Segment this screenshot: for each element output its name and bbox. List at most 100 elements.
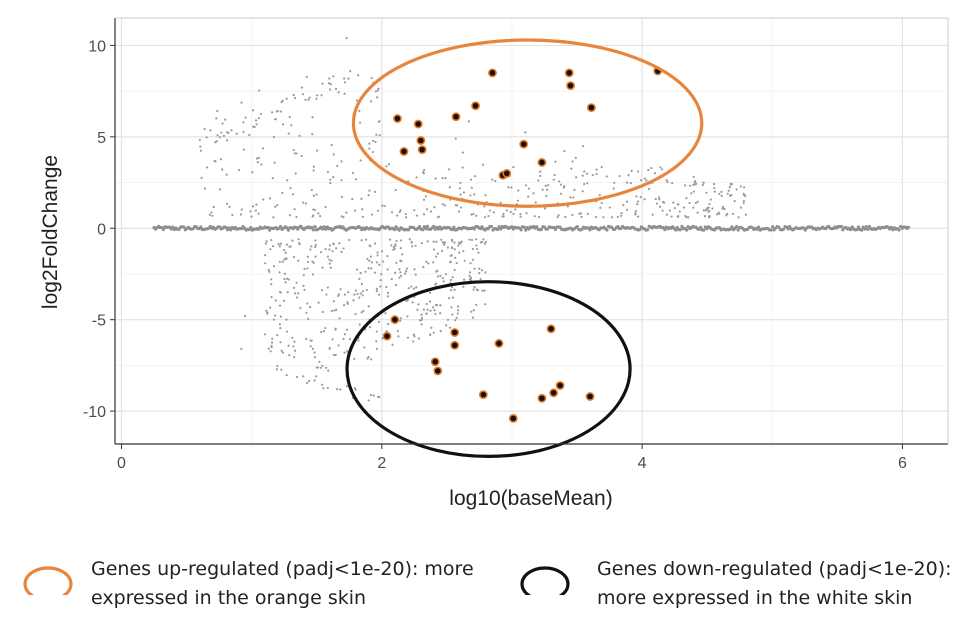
background-point	[352, 171, 355, 175]
zero-band-point	[539, 227, 543, 231]
background-point	[666, 180, 669, 184]
background-point	[370, 358, 373, 361]
background-point	[415, 286, 418, 289]
background-point	[314, 255, 317, 258]
background-point	[525, 212, 528, 215]
background-point	[581, 174, 584, 177]
background-point	[480, 269, 484, 272]
background-point	[399, 274, 403, 277]
background-point	[459, 242, 462, 245]
background-point	[460, 206, 463, 209]
up-regulated-point	[471, 101, 480, 111]
background-point	[492, 211, 495, 214]
background-point	[309, 345, 312, 348]
background-point	[311, 215, 314, 218]
background-point	[211, 214, 214, 217]
zero-band-point	[770, 225, 775, 229]
background-point	[306, 260, 310, 264]
background-point	[449, 260, 452, 263]
background-point	[474, 175, 477, 178]
background-point	[702, 209, 705, 212]
background-point	[219, 158, 222, 161]
plot-panel	[115, 18, 948, 444]
down-regulated-point	[478, 390, 488, 400]
background-point	[216, 134, 219, 137]
background-point	[448, 168, 451, 171]
background-point	[412, 287, 416, 290]
background-point	[209, 129, 212, 132]
background-point	[742, 186, 746, 189]
background-point	[404, 216, 408, 219]
background-point	[461, 166, 464, 169]
down-regulated-point	[549, 388, 559, 398]
background-point	[483, 289, 486, 292]
background-point	[271, 337, 274, 340]
legend-up-line2: expressed in the orange skin	[91, 587, 367, 609]
zero-band-point	[864, 225, 868, 229]
background-point	[306, 302, 309, 305]
background-point	[375, 290, 379, 293]
background-point	[708, 215, 711, 218]
background-point	[705, 191, 708, 194]
background-point	[414, 273, 417, 276]
background-point	[279, 242, 283, 245]
background-point	[321, 82, 324, 85]
down-regulated-point	[390, 315, 400, 325]
zero-band-point	[278, 224, 283, 229]
background-point	[311, 116, 314, 119]
up-regulated-point	[488, 68, 497, 78]
background-point	[284, 251, 287, 255]
background-point	[579, 212, 583, 215]
background-point	[216, 109, 219, 113]
background-point	[422, 172, 425, 175]
background-point	[270, 283, 273, 286]
down-regulated-point	[555, 381, 565, 390]
background-point	[373, 271, 376, 274]
background-point	[433, 309, 436, 312]
background-point	[468, 278, 471, 281]
background-point	[435, 240, 438, 243]
background-point	[376, 96, 379, 99]
background-point	[394, 188, 397, 192]
zero-band-point	[497, 225, 501, 229]
background-point	[212, 205, 215, 209]
background-point	[285, 330, 289, 333]
background-point	[399, 317, 402, 320]
background-point	[358, 109, 361, 113]
background-point	[436, 216, 440, 219]
down-regulated-point	[382, 331, 392, 341]
zero-band-point	[432, 224, 436, 229]
background-point	[481, 163, 485, 166]
background-point	[312, 208, 315, 211]
background-point	[294, 292, 297, 295]
background-point	[343, 81, 347, 84]
background-point	[354, 388, 357, 391]
background-point	[398, 276, 401, 279]
up-regulated-point	[399, 147, 409, 156]
background-point	[367, 355, 370, 359]
down-regulated-point	[450, 340, 460, 350]
up-regulated-point	[413, 119, 423, 129]
background-point	[259, 112, 262, 116]
background-point	[433, 248, 436, 251]
background-point	[446, 318, 450, 321]
background-point	[316, 94, 319, 97]
background-point	[453, 288, 456, 291]
background-point	[262, 147, 265, 150]
background-point	[328, 248, 331, 251]
background-point	[311, 347, 315, 350]
background-point	[655, 202, 659, 205]
background-point	[254, 209, 258, 212]
background-point	[574, 156, 577, 159]
background-point	[297, 292, 300, 295]
background-point	[198, 138, 201, 141]
background-point	[313, 356, 317, 359]
background-point	[322, 329, 325, 333]
background-point	[309, 248, 312, 251]
zero-band-point	[730, 225, 734, 229]
zero-band-point	[285, 226, 289, 230]
zero-band-point	[849, 228, 853, 232]
background-point	[501, 215, 504, 218]
background-point	[434, 177, 437, 180]
background-point	[442, 280, 445, 283]
